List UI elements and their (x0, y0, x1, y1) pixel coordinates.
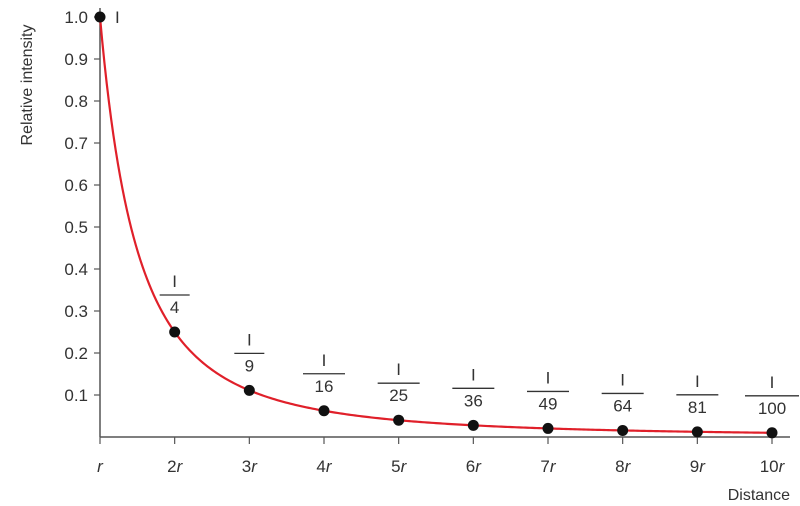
y-tick-label: 0.3 (64, 302, 88, 321)
x-tick-label: 10r (760, 457, 786, 476)
x-tick-number: 5 (391, 457, 400, 476)
y-tick-label: 1.0 (64, 8, 88, 27)
y-tick-label: 0.9 (64, 50, 88, 69)
data-point (617, 424, 629, 436)
curve-layer (98, 16, 773, 434)
annotations: I I 4 I 9 I 16 I 25 I 36 I 49 I 64 I 81 I 100 (115, 8, 799, 418)
x-tick-unit: r (97, 457, 104, 476)
data-point (542, 422, 554, 434)
data-point (169, 326, 181, 338)
x-tick-number: 2 (167, 457, 176, 476)
y-tick-label: 0.1 (64, 386, 88, 405)
annotation-numerator: I (471, 365, 476, 384)
y-tick-label: 0.4 (64, 260, 88, 279)
annotation-denominator: 4 (170, 298, 179, 317)
x-tick-label: 9r (690, 457, 706, 476)
x-tick-label: 3r (242, 457, 258, 476)
x-tick-label: 5r (391, 457, 407, 476)
annotation-denominator: 25 (389, 386, 408, 405)
data-point (467, 419, 479, 431)
annotation-numerator: I (396, 360, 401, 379)
x-tick-label: 6r (466, 457, 482, 476)
x-tick-number: 4 (316, 457, 325, 476)
annotation-numerator: I (247, 330, 252, 349)
x-axis-title: Distance (728, 487, 790, 504)
annotation-numerator: I (546, 368, 551, 387)
x-tick-unit: r (550, 457, 557, 476)
x-tick-unit: r (251, 457, 258, 476)
y-tick-label: 0.7 (64, 134, 88, 153)
annotation-denominator: 36 (464, 391, 483, 410)
x-tick-unit: r (475, 457, 482, 476)
data-point (243, 384, 255, 396)
annotation-numerator: I (322, 351, 327, 370)
x-tick-number: 8 (615, 457, 624, 476)
x-tick-label: 4r (316, 457, 332, 476)
annotation-label: I (115, 8, 120, 27)
data-point (318, 405, 330, 417)
x-tick-unit: r (699, 457, 706, 476)
y-axis-title: Relative intensity (19, 25, 36, 146)
y-tick-label: 0.6 (64, 176, 88, 195)
x-tick-unit: r (779, 457, 786, 476)
series-curve (98, 16, 773, 434)
annotation-numerator: I (172, 272, 177, 291)
x-tick-label: 7r (540, 457, 556, 476)
x-tick-number: 6 (466, 457, 475, 476)
annotation-denominator: 100 (758, 399, 786, 418)
annotation-numerator: I (770, 373, 775, 392)
annotation-denominator: 16 (315, 377, 334, 396)
x-tick-number: 7 (540, 457, 549, 476)
annotation-denominator: 81 (688, 398, 707, 417)
annotation-numerator: I (620, 370, 625, 389)
x-tick-label: r (97, 457, 104, 476)
x-tick-number: 3 (242, 457, 251, 476)
data-point (393, 414, 405, 426)
x-tick-unit: r (326, 457, 333, 476)
data-points (94, 11, 778, 439)
x-tick-label: 2r (167, 457, 183, 476)
annotation-numerator: I (695, 372, 700, 391)
x-tick-label: 8r (615, 457, 631, 476)
y-tick-label: 0.2 (64, 344, 88, 363)
x-tick-number: 9 (690, 457, 699, 476)
data-point (94, 11, 106, 23)
x-tick-unit: r (401, 457, 408, 476)
annotation-denominator: 64 (613, 396, 632, 415)
annotation-denominator: 9 (245, 356, 254, 375)
axes (99, 8, 790, 438)
data-point (691, 426, 703, 438)
x-tick-number: 10 (760, 457, 779, 476)
y-tick-label: 0.8 (64, 92, 88, 111)
annotation-denominator: 49 (539, 394, 558, 413)
x-tick-unit: r (177, 457, 184, 476)
x-ticks: r 2r 3r 4r 5r 6r 7r 8r 9r 10r (97, 437, 786, 476)
x-tick-unit: r (625, 457, 632, 476)
y-ticks: 0.1 0.2 0.3 0.4 0.5 0.6 0.7 0.8 0.9 1.0 (64, 8, 100, 405)
data-point (766, 427, 778, 439)
y-tick-label: 0.5 (64, 218, 88, 237)
